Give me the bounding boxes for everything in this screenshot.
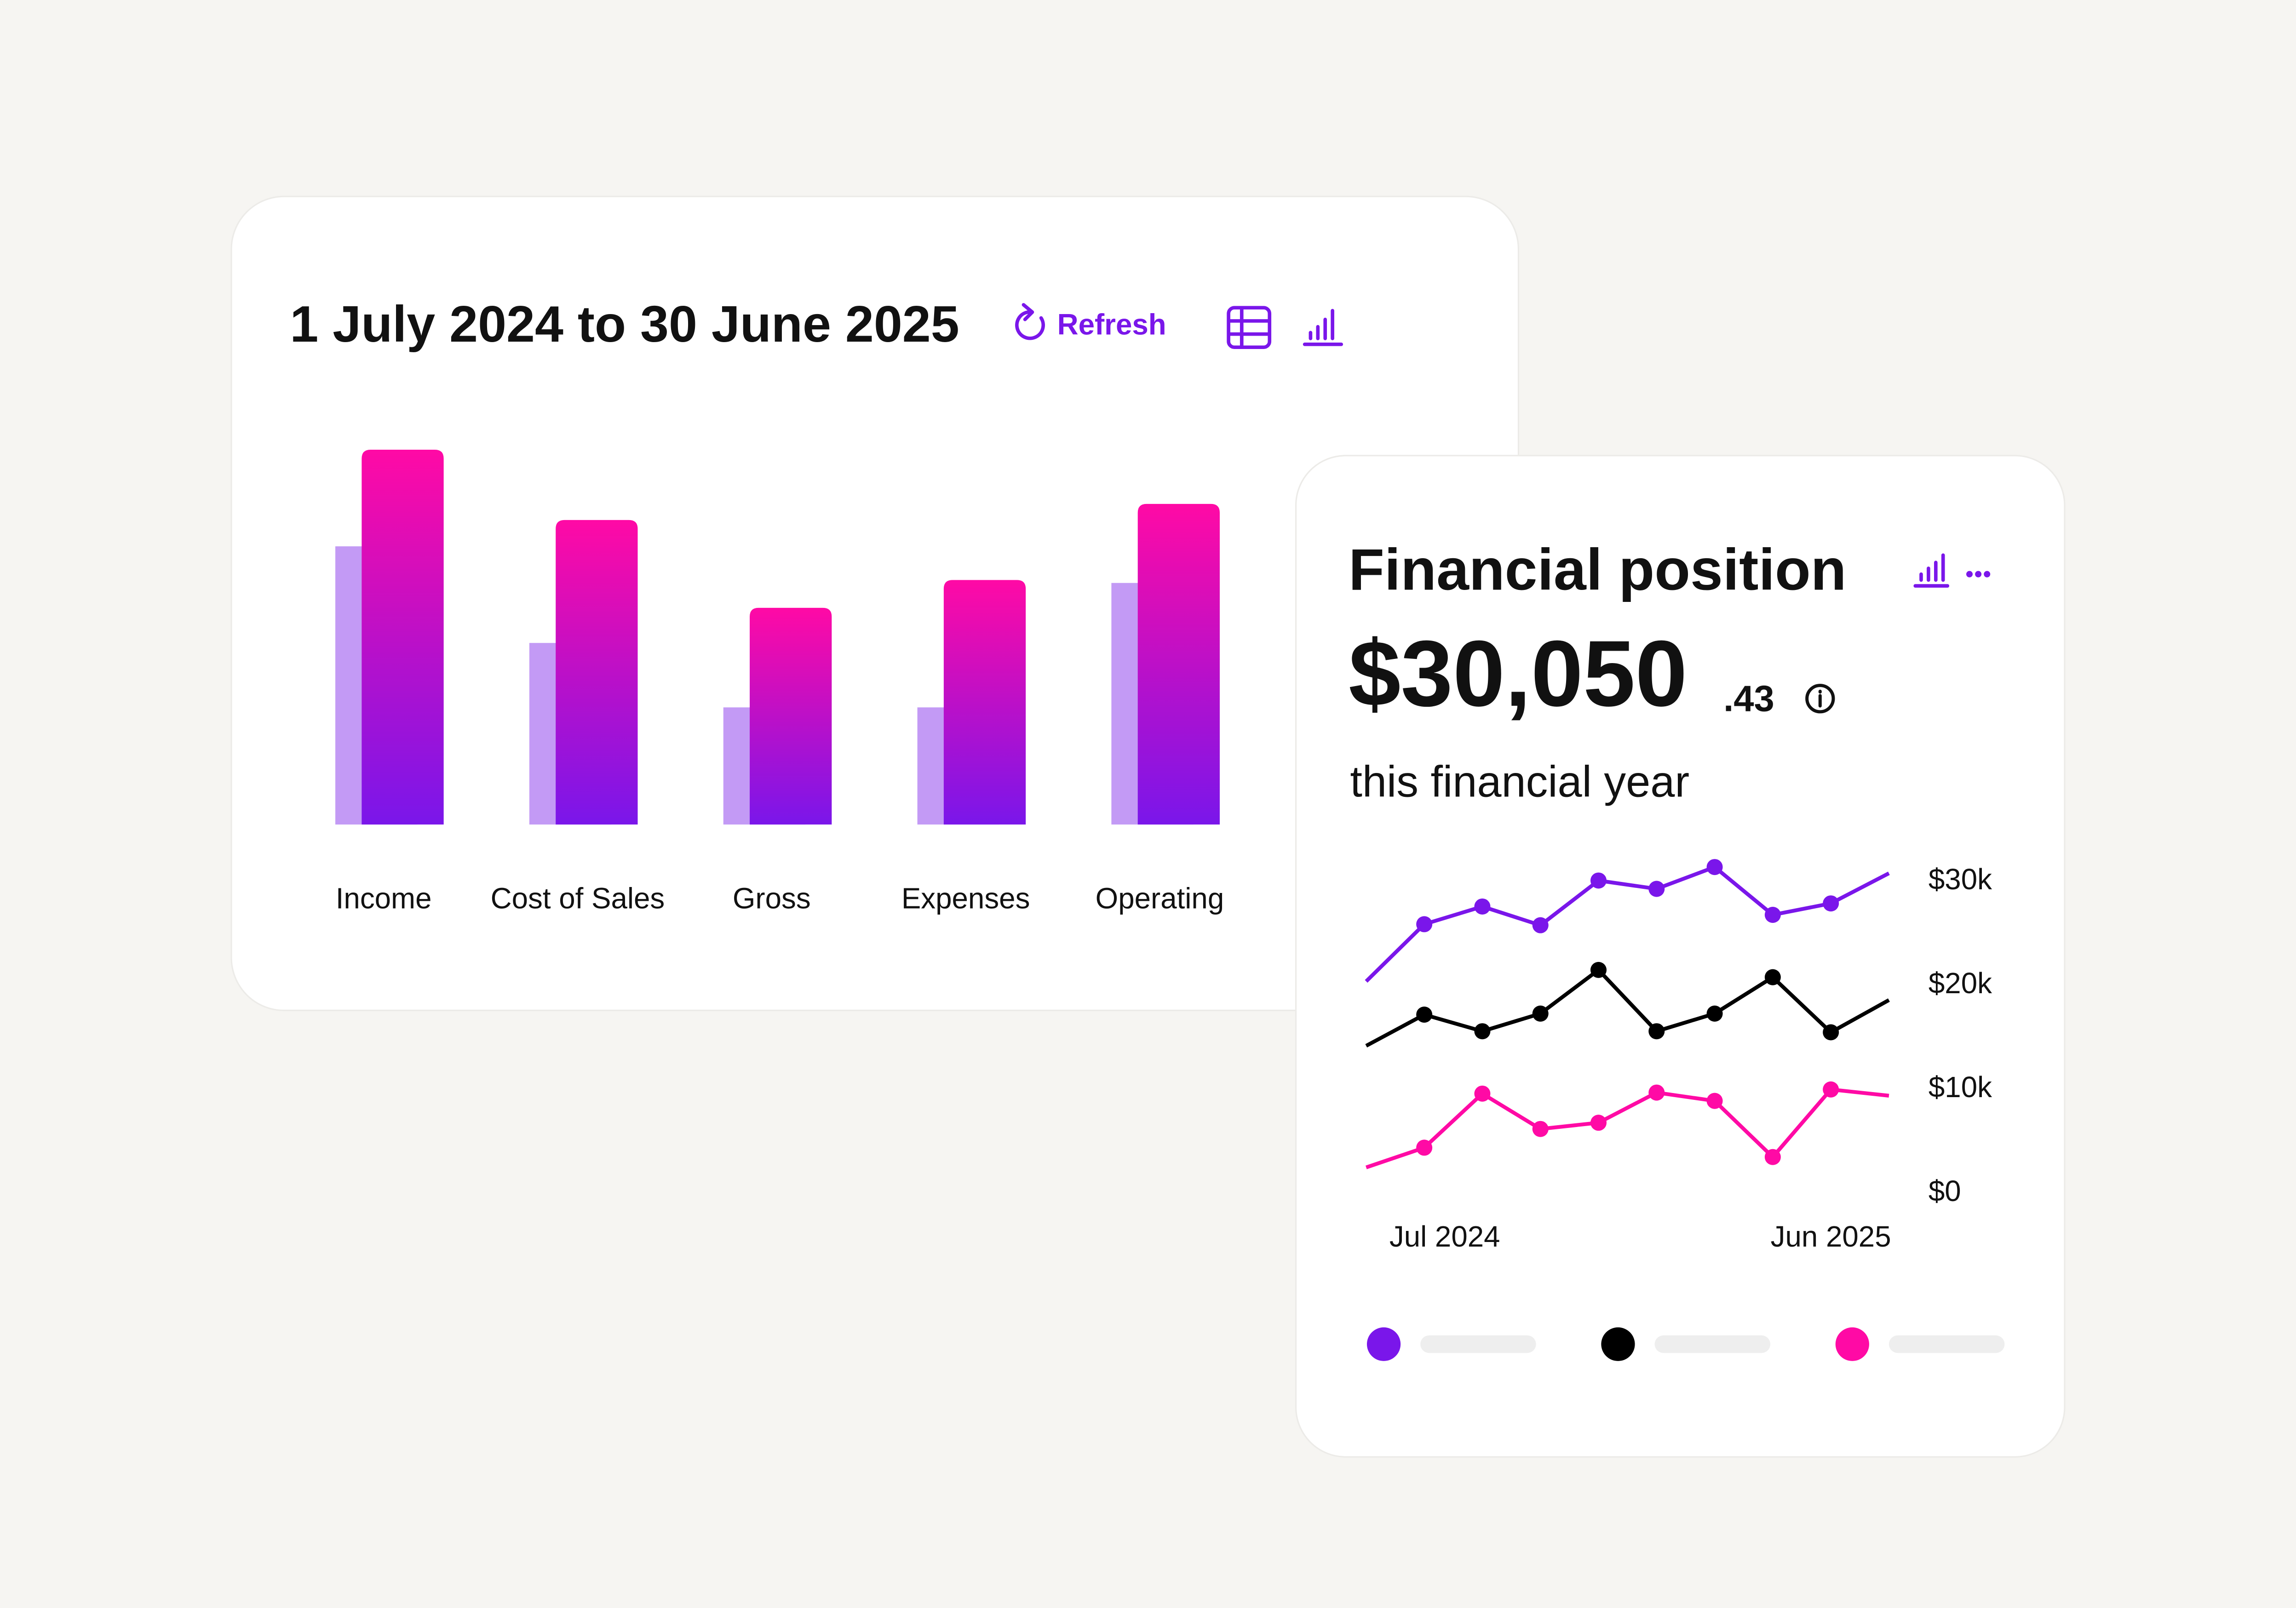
info-icon <box>1805 684 1835 714</box>
bar-card: 1 July 2024 to 30 June 2025 Refresh Inco… <box>230 195 1520 1011</box>
point <box>1416 1007 1433 1023</box>
more-button[interactable] <box>1966 571 1991 578</box>
y-tick-label: $30k <box>1929 863 1992 896</box>
chart-title: Financial position <box>1349 537 1846 602</box>
bar <box>556 520 638 825</box>
bar <box>1137 504 1220 825</box>
point <box>1648 1023 1665 1040</box>
refresh-label: Refresh <box>1057 308 1166 341</box>
y-tick-label: $10k <box>1929 1071 1992 1104</box>
point <box>1764 907 1781 923</box>
dot <box>1966 571 1973 578</box>
bar-plot: Income Cost of Sales Gross Expenses Operatin… <box>335 450 1224 915</box>
point <box>1474 1023 1491 1040</box>
info-button[interactable] <box>1805 684 1835 714</box>
point <box>1590 961 1607 978</box>
table-icon-lines <box>1228 308 1270 348</box>
refresh-icon <box>1015 310 1045 340</box>
point <box>1648 1084 1665 1101</box>
point <box>1590 1115 1607 1131</box>
point <box>1706 1005 1723 1022</box>
x-tick-label: Cost of Sales <box>491 882 665 915</box>
amount: $30,050 <box>1349 622 1688 726</box>
x-tick-label: Gross <box>733 882 811 915</box>
point <box>1764 1149 1781 1165</box>
bar <box>943 580 1026 825</box>
legend-placeholder <box>1888 1335 2005 1353</box>
legend-placeholder <box>1420 1335 1536 1353</box>
line <box>1365 865 1890 983</box>
bar <box>362 450 444 825</box>
refresh-button[interactable]: Refresh <box>1015 303 1166 341</box>
chart-icon <box>1303 309 1343 346</box>
point <box>1706 1093 1723 1109</box>
x-tick-label: Jun 2025 <box>1771 1220 1891 1253</box>
point <box>1532 917 1549 933</box>
refresh-icon-arrow <box>1022 303 1034 321</box>
legend-marker <box>1366 1327 1401 1361</box>
position-card: Financial position $30,050 .43 this fina… <box>1295 455 2066 1458</box>
card <box>1295 455 2066 1458</box>
x-tick-label: Jul 2024 <box>1389 1220 1500 1253</box>
chart-icon <box>1913 553 1950 588</box>
legend-marker <box>1601 1327 1635 1361</box>
table-icon <box>1227 306 1272 349</box>
chart-view-button[interactable] <box>1303 309 1343 346</box>
point <box>1416 916 1433 933</box>
point <box>1474 1085 1491 1102</box>
point <box>1532 1121 1549 1137</box>
point <box>1648 881 1665 897</box>
point <box>1823 1024 1839 1041</box>
y-tick-label: $0 <box>1929 1175 1961 1207</box>
dot <box>1984 571 1991 578</box>
point <box>1532 1005 1549 1022</box>
legend-placeholder <box>1654 1335 1771 1353</box>
point <box>1706 859 1723 876</box>
point <box>1416 1139 1433 1156</box>
y-tick-label: $20k <box>1929 967 1992 1000</box>
point <box>1823 1081 1839 1098</box>
point <box>1764 969 1781 985</box>
legend-marker <box>1835 1327 1869 1361</box>
point <box>1590 872 1607 889</box>
amount-cents: .43 <box>1723 678 1774 719</box>
table-view-button[interactable] <box>1227 306 1272 349</box>
caption: this financial year <box>1350 757 1689 806</box>
x-tick-label: Income <box>336 882 432 915</box>
point <box>1823 895 1839 912</box>
bar <box>750 607 832 825</box>
x-tick-label: Expenses <box>901 882 1030 915</box>
line <box>1366 1087 1889 1169</box>
dot <box>1975 571 1982 578</box>
chart-title: 1 July 2024 to 30 June 2025 <box>290 295 959 353</box>
chart-view-button[interactable] <box>1913 553 1950 588</box>
line <box>1365 968 1890 1048</box>
x-tick-label: Operating <box>1096 882 1224 915</box>
point <box>1474 898 1491 915</box>
line-plot: $0 $10k $20k $30k Jul 2024 Jun 2025 <box>1365 859 2005 1361</box>
